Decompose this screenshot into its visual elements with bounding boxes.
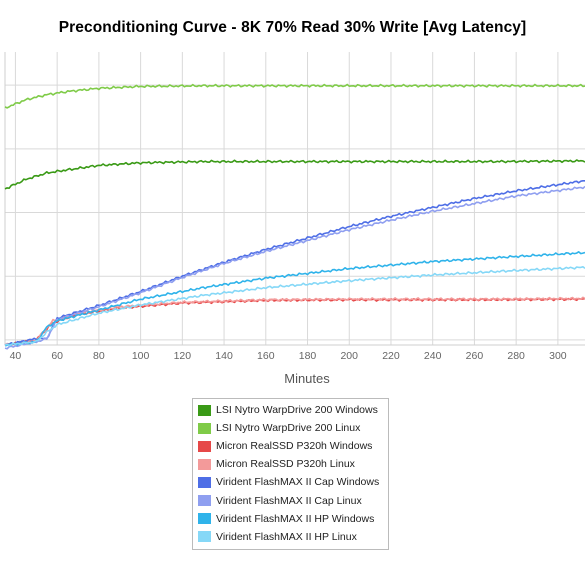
legend-swatch xyxy=(198,404,211,416)
x-tick-labels: 40 60 80 100 120 140 160 180 200 220 240 260 280 300 xyxy=(10,350,567,362)
x-tick-label: 80 xyxy=(93,350,105,362)
chart-plot: 40 60 80 100 120 140 160 180 200 220 240 260 280 300 … xyxy=(4,52,585,386)
series-line-3 xyxy=(5,297,585,346)
x-tick-label: 300 xyxy=(549,350,567,362)
x-tick-label: 220 xyxy=(382,350,400,362)
x-tick-label: 100 xyxy=(132,350,150,362)
grid xyxy=(4,52,585,346)
chart-title: Preconditioning Curve - 8K 70% Read 30% … xyxy=(58,19,527,36)
x-tick-label: 120 xyxy=(174,350,192,362)
series-line-8 xyxy=(4,266,585,347)
series-line-7 xyxy=(4,251,585,347)
legend-swatch xyxy=(198,440,211,452)
legend-label: Virident FlashMAX II HP Linux xyxy=(216,530,357,543)
x-tick-label: 260 xyxy=(466,350,484,362)
x-tick-label: 180 xyxy=(299,350,317,362)
x-tick-label: 240 xyxy=(424,350,442,362)
series-line-4 xyxy=(4,296,585,347)
series-line-5 xyxy=(4,180,585,346)
legend-swatch xyxy=(198,513,211,525)
x-axis-label: Minutes xyxy=(284,371,330,386)
series-line-1 xyxy=(4,159,585,190)
series-line-6 xyxy=(4,185,585,350)
x-tick-label: 40 xyxy=(10,350,22,362)
legend-label: LSI Nytro WarpDrive 200 Linux xyxy=(216,422,361,435)
legend: LSI Nytro WarpDrive 200 Windows LSI Nytro… xyxy=(192,398,389,550)
legend-swatch xyxy=(198,476,211,488)
series-lines xyxy=(4,83,585,350)
legend-item: LSI Nytro WarpDrive 200 Linux xyxy=(193,419,388,437)
x-tick-label: 140 xyxy=(215,350,233,362)
legend-label: Micron RealSSD P320h Windows xyxy=(216,440,373,453)
x-tick-label: 280 xyxy=(507,350,525,362)
legend-item: Virident FlashMAX II Cap Linux xyxy=(193,491,388,509)
x-tick-label: 60 xyxy=(51,350,63,362)
legend-item: LSI Nytro WarpDrive 200 Windows xyxy=(193,401,388,419)
x-tick-label: 160 xyxy=(257,350,275,362)
legend-swatch xyxy=(198,422,211,434)
legend-label: Virident FlashMAX II Cap Linux xyxy=(216,494,362,507)
legend-label: Virident FlashMAX II Cap Windows xyxy=(216,476,380,489)
legend-label: Virident FlashMAX II HP Windows xyxy=(216,512,375,525)
series-line-2 xyxy=(4,83,585,109)
legend-item: Micron RealSSD P320h Windows xyxy=(193,437,388,455)
legend-swatch xyxy=(198,531,211,543)
x-tick-label: 200 xyxy=(340,350,358,362)
legend-item: Virident FlashMAX II Cap Windows xyxy=(193,473,388,491)
legend-item: Micron RealSSD P320h Linux xyxy=(193,455,388,473)
legend-swatch xyxy=(198,458,211,470)
legend-swatch xyxy=(198,495,211,507)
legend-label: Micron RealSSD P320h Linux xyxy=(216,458,355,471)
legend-label: LSI Nytro WarpDrive 200 Windows xyxy=(216,404,378,417)
legend-item: Virident FlashMAX II HP Linux xyxy=(193,528,388,546)
legend-item: Virident FlashMAX II HP Windows xyxy=(193,510,388,528)
